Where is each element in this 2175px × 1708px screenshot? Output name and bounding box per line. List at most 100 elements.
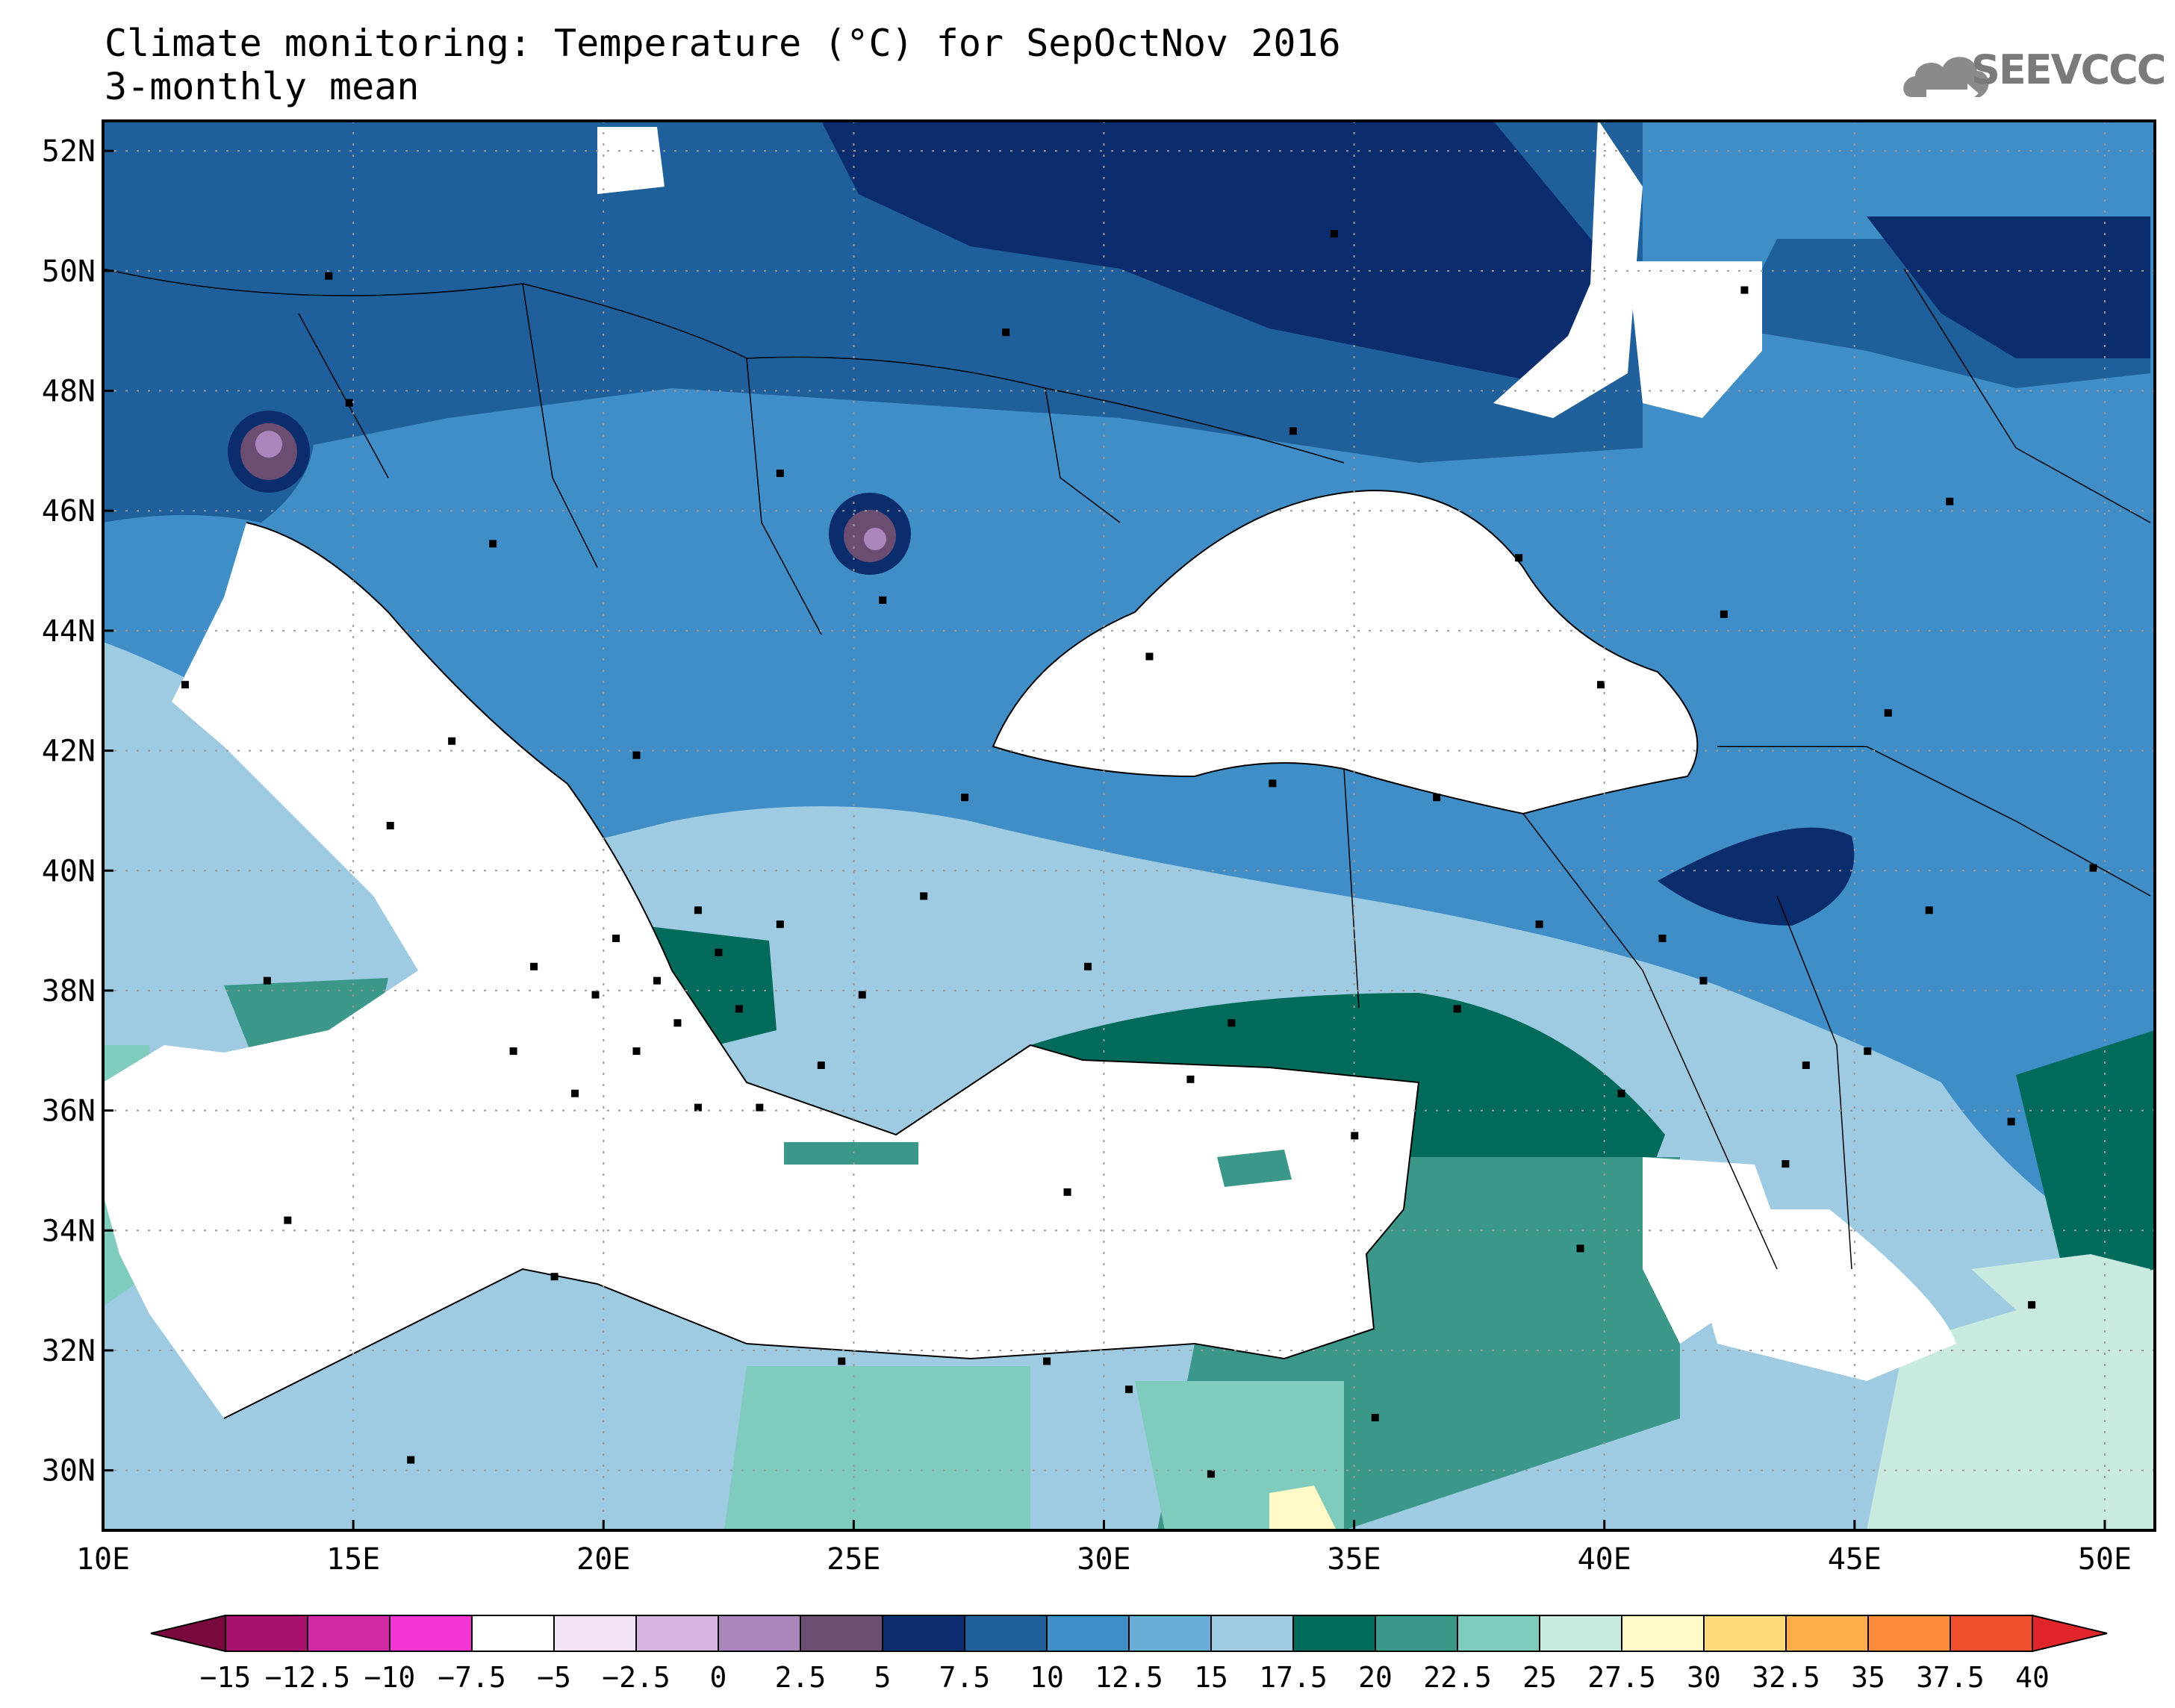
x-tick-label: 30E [1077,1542,1130,1577]
colorbar-swatch [307,1615,390,1652]
y-tick-label: 46N [42,494,96,529]
colorbar-label: 25 [1522,1661,1557,1694]
x-tick-label: 25E [827,1542,880,1577]
station-marker [1433,794,1441,802]
y-tick-label: 36N [42,1094,96,1129]
station-marker [776,920,784,929]
station-marker [920,892,928,900]
map-fields [103,121,2155,1530]
station-marker [2007,1118,2015,1126]
station-marker [776,470,784,477]
chart-subtitle: 3-monthly mean [105,65,420,108]
station-marker [2089,864,2097,872]
station-marker [1576,1244,1584,1253]
station-marker [263,976,271,985]
station-marker [879,596,887,604]
colorbar-label: 12.5 [1095,1661,1163,1694]
colorbar-swatch [1457,1615,1540,1652]
station-marker [1371,1413,1379,1421]
y-tick-label: 48N [42,375,96,409]
station-marker [1084,962,1092,970]
y-tick-label: 38N [42,974,96,1009]
colorbar-swatch [964,1615,1048,1652]
y-tick-label: 30N [42,1454,96,1489]
colorbar-label: −12.5 [265,1661,350,1694]
colorbar-label: 7.5 [939,1661,991,1694]
station-marker [1043,1357,1051,1365]
station-marker [284,1216,292,1224]
station-marker [673,1019,682,1027]
station-marker [386,822,394,829]
colorbar-swatch [1046,1615,1130,1652]
colorbar-swatch [1539,1615,1622,1652]
colorbar-swatch [635,1615,719,1652]
y-tick-label: 32N [42,1334,96,1368]
colorbar-swatch [1950,1615,2033,1652]
x-tick-label: 50E [2078,1542,2132,1577]
colorbar-label: −5 [537,1661,571,1694]
colorbar-label: −10 [364,1661,416,1694]
y-tick-label: 44N [42,614,96,649]
station-marker [653,976,661,985]
colorbar-high-arrow [2032,1614,2108,1653]
station-marker [838,1357,846,1365]
colorbar-swatch [553,1615,637,1652]
colorbar-label: 20 [1358,1661,1393,1694]
colorbar-label: −7.5 [438,1661,506,1694]
station-marker [407,1456,415,1464]
field-gulf-warm [2016,1030,2155,1299]
x-axis: 10E 15E 20E 25E 30E 35E 40E 45E 50E [76,1520,2132,1577]
station-marker [325,272,333,280]
colorbar-label: 10 [1030,1661,1064,1694]
map-frame [102,119,2156,1532]
colorbar-swatch [1785,1615,1869,1652]
logo-text: SEEVCCC [1971,46,2166,93]
colorbar-swatch [1867,1615,1951,1652]
station-marker [530,962,538,970]
colorbar-swatch [882,1615,965,1652]
x-tick-label: 10E [76,1542,130,1577]
x-tick-label: 15E [326,1542,380,1577]
colorbar-label: 2.5 [775,1661,827,1694]
field-libya [724,1366,1030,1530]
station-marker [1207,1470,1215,1478]
x-tick-label: 40E [1578,1542,1631,1577]
station-marker [632,751,641,759]
y-axis: 52N 50N 48N 46N 44N 42N 40N 38N 36N 34N 32N 30N [42,134,113,1489]
colorbar: −15 −12.5 −10 −7.5 −5 −2.5 0 2.5 5 7.5 10 12.5 15 17.… [150,1614,2108,1694]
colorbar-label: 17.5 [1259,1661,1328,1694]
colorbar-swatch [1621,1615,1705,1652]
colorbar-swatch [718,1615,801,1652]
colorbar-low-arrow [150,1614,226,1653]
station-marker [1145,652,1154,661]
colorbar-swatch [471,1615,555,1652]
colorbar-swatch [1703,1615,1787,1652]
colorbar-label: 32.5 [1752,1661,1820,1694]
station-marker [1617,1089,1625,1097]
station-marker [571,1089,579,1097]
station-marker [591,991,600,999]
x-tick-label: 45E [1828,1542,1882,1577]
colorbar-swatch [1210,1615,1294,1652]
x-tick-label: 35E [1327,1542,1381,1577]
black-sea-mask [993,490,1698,814]
cloud-icon [1903,57,1989,103]
station-marker [735,1005,743,1013]
field-ukraine [821,121,1628,388]
colorbar-label: −15 [200,1661,252,1694]
station-marker [632,1047,641,1056]
station-marker [1515,554,1523,562]
colorbar-label: 35 [1851,1661,1885,1694]
y-tick-label: 42N [42,735,96,769]
station-marker [1782,1160,1790,1168]
station-marker [1597,681,1605,689]
station-marker [1125,1386,1133,1394]
station-marker [1186,1075,1195,1083]
station-marker [1699,976,1708,985]
station-marker [1453,1005,1461,1013]
colorbar-swatch [1375,1615,1458,1652]
station-marker [612,935,620,943]
colorbar-label: 15 [1194,1661,1228,1694]
colorbar-label: 40 [2015,1661,2050,1694]
